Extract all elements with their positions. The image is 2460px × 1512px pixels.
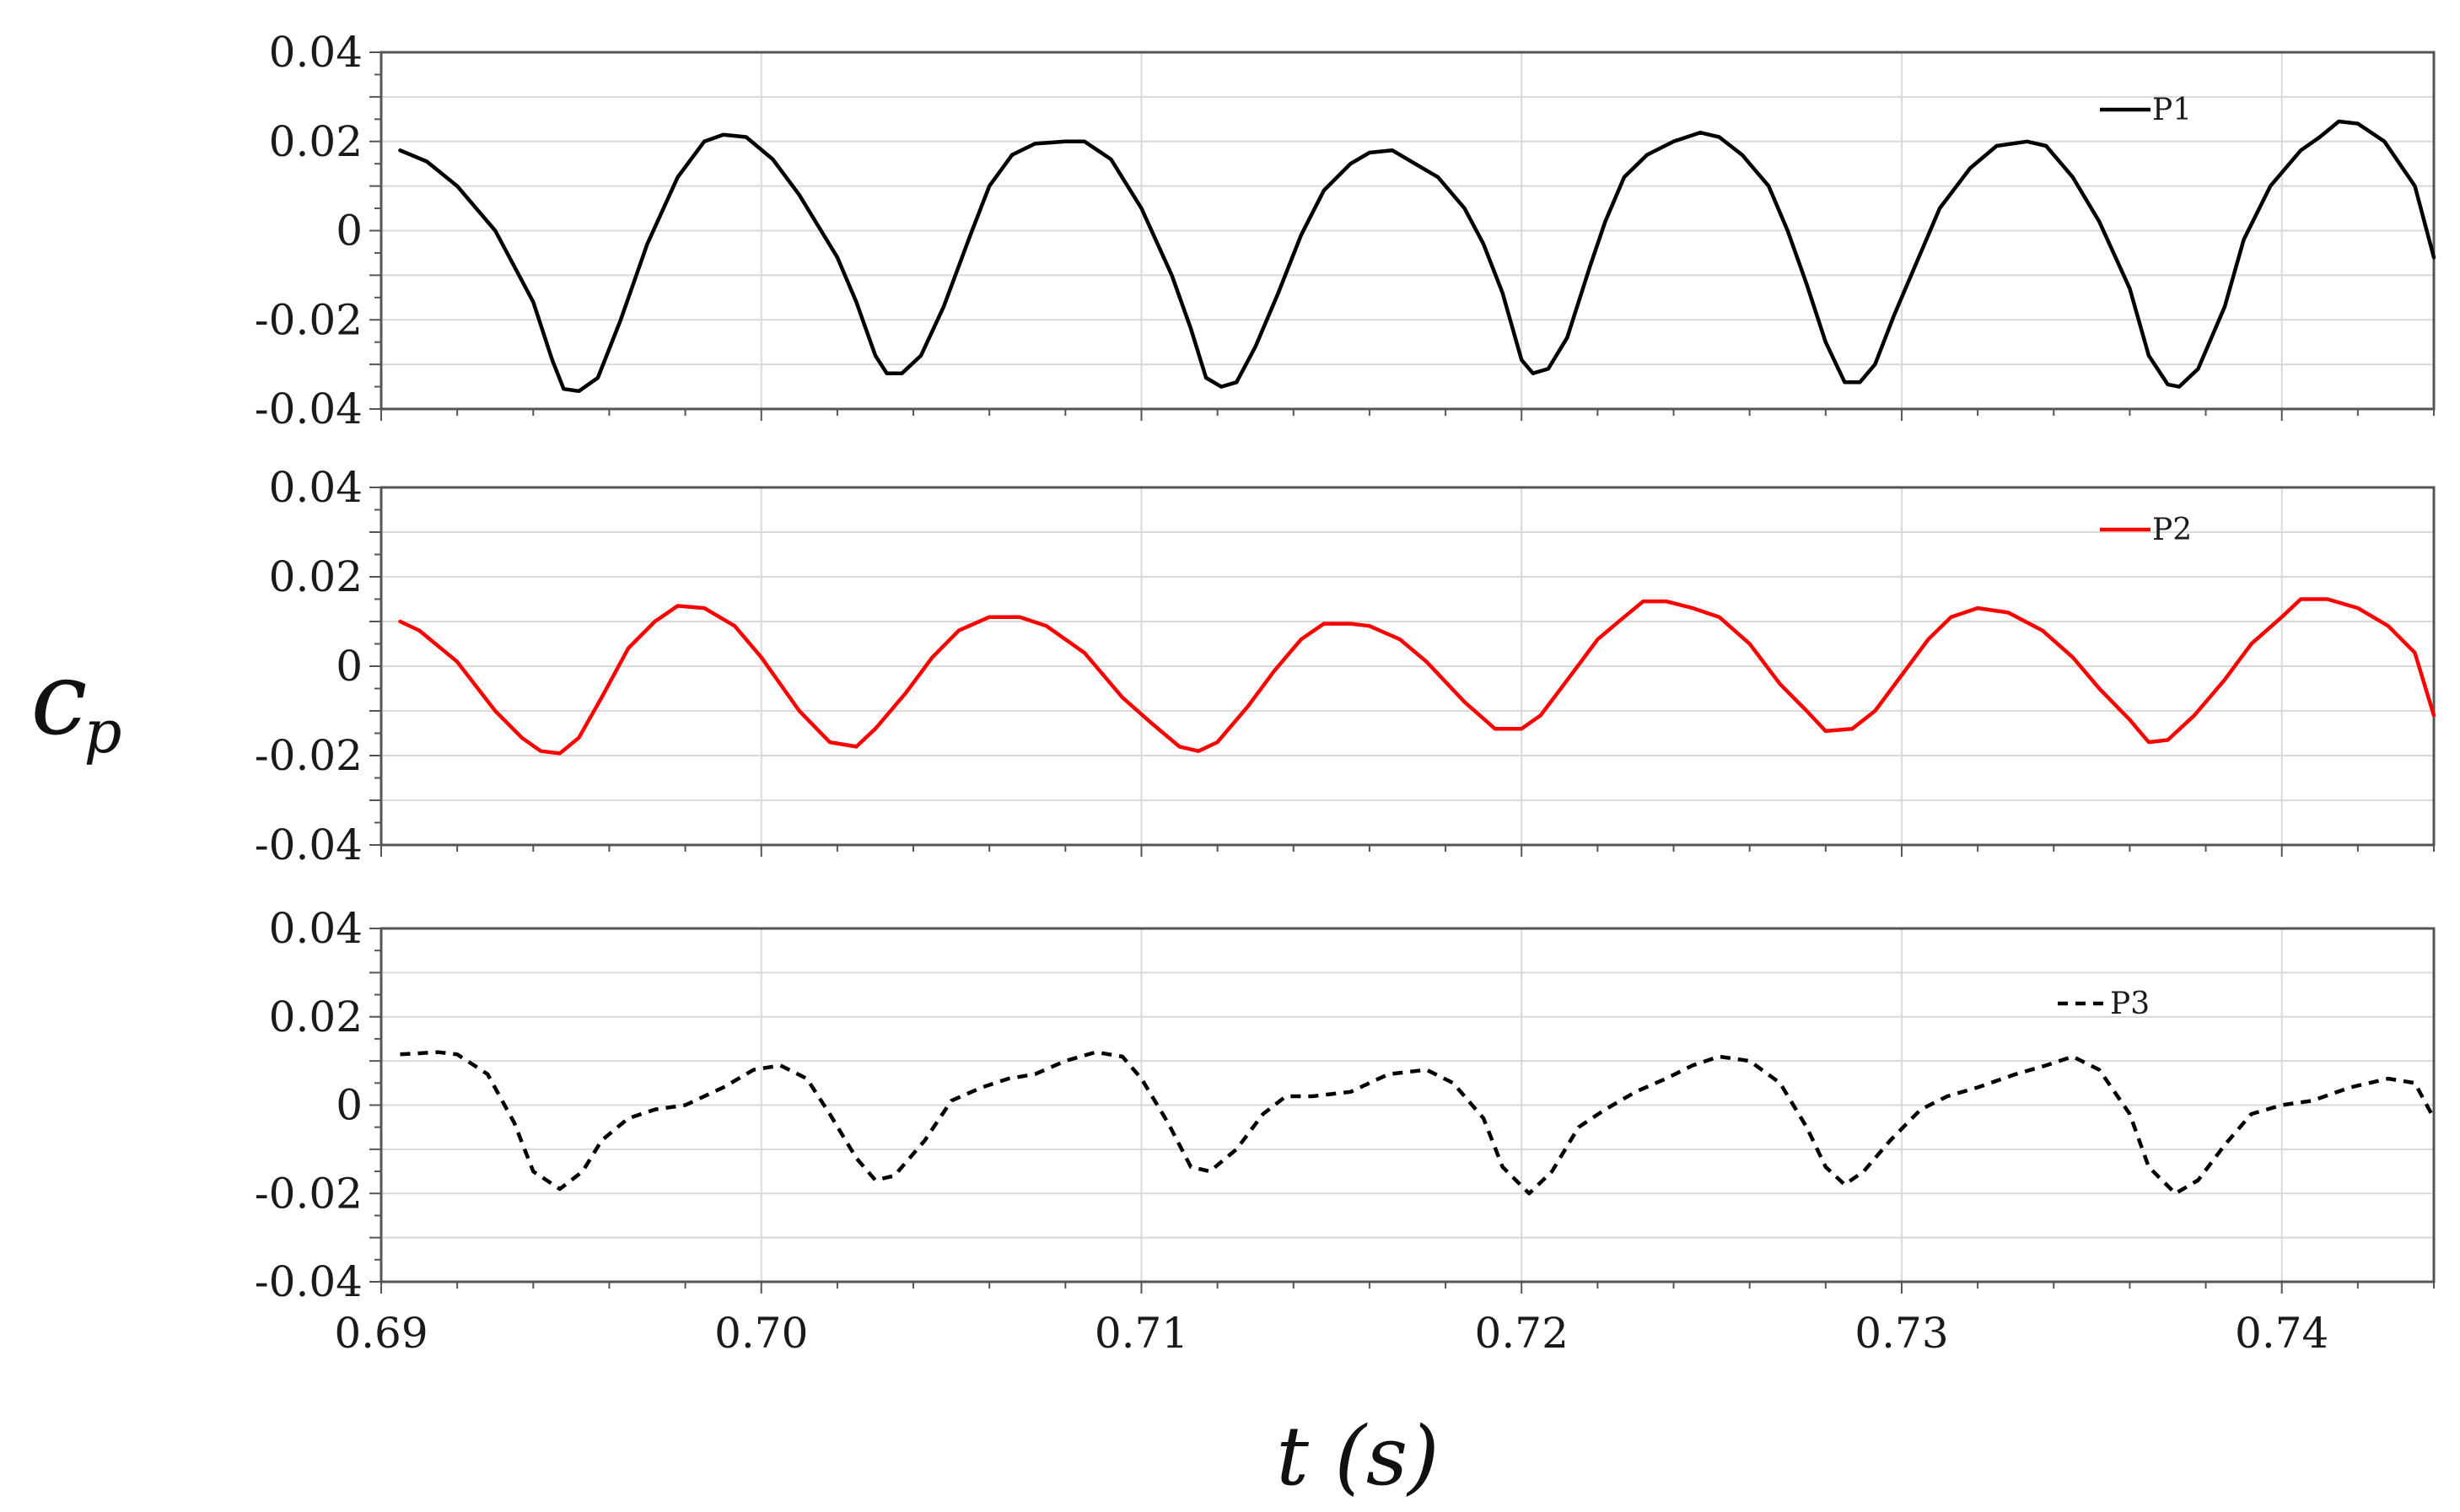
panel-3: 0.04 0.02 0 -0.02 -0.04 P3 xyxy=(255,904,2436,1306)
y-axis-title: c p xyxy=(30,641,121,767)
legend-label: P2 xyxy=(2152,513,2192,547)
panel-3-x-ticks xyxy=(369,928,2435,1294)
x-tick-label: 0.72 xyxy=(1475,1309,1569,1358)
y-tick-label: 0.04 xyxy=(269,28,363,77)
panel-3-frame xyxy=(379,927,2436,1283)
legend-P3: P3 xyxy=(2058,987,2150,1021)
y-axis-title-subscript: p xyxy=(84,697,122,767)
panel-1-x-ticks xyxy=(369,51,2435,421)
panel-3-v-grid xyxy=(760,928,2283,1282)
y-tick-label: 0.02 xyxy=(269,552,363,601)
legend-P2: P2 xyxy=(2100,513,2192,547)
legend-P1: P1 xyxy=(2100,93,2192,127)
panel-1-v-grid xyxy=(760,52,2283,409)
x-tick-label: 0.71 xyxy=(1095,1309,1188,1358)
panel-1-y-tick-labels: 0.04 0.02 0 -0.02 -0.04 xyxy=(255,28,363,433)
y-tick-label: 0.04 xyxy=(269,463,363,512)
x-axis-title: t (s) xyxy=(1276,1409,1439,1504)
panel-2-v-grid xyxy=(760,487,2283,845)
y-tick-label: 0.02 xyxy=(269,117,363,166)
y-tick-label: -0.04 xyxy=(255,385,363,433)
series-line-P2 xyxy=(398,597,2436,756)
x-tick-label: 0.69 xyxy=(334,1309,428,1358)
y-tick-label: -0.02 xyxy=(255,1169,363,1218)
x-tick-label: 0.74 xyxy=(2235,1309,2328,1358)
panel-2-frame xyxy=(379,486,2436,847)
y-tick-label: 0.04 xyxy=(269,904,363,953)
panel-1: 0.04 0.02 0 -0.02 -0.04 P1 xyxy=(255,28,2436,433)
x-tick-labels: 0.69 0.70 0.71 0.72 0.73 0.74 xyxy=(334,1309,2328,1358)
y-tick-label: -0.02 xyxy=(255,731,363,780)
x-tick-label: 0.70 xyxy=(714,1309,808,1358)
legend-label: P3 xyxy=(2110,987,2150,1021)
y-tick-label: 0 xyxy=(336,642,363,691)
y-tick-label: 0 xyxy=(336,207,363,256)
series-line-P1 xyxy=(398,119,2436,394)
y-tick-label: -0.04 xyxy=(255,821,363,869)
panel-3-h-grid xyxy=(381,971,2434,1239)
panel-2-h-grid xyxy=(381,531,2434,801)
y-tick-label: -0.02 xyxy=(255,295,363,344)
y-tick-label: 0 xyxy=(336,1081,363,1130)
y-axis-title-main: c xyxy=(30,641,87,758)
panel-1-h-grid xyxy=(381,95,2434,366)
panel-2-x-ticks xyxy=(369,487,2435,857)
y-tick-label: 0.02 xyxy=(269,993,363,1041)
legend-label: P1 xyxy=(2152,93,2192,127)
panel-2: 0.04 0.02 0 -0.02 -0.04 P2 xyxy=(255,463,2436,869)
panel-2-y-tick-labels: 0.04 0.02 0 -0.02 -0.04 xyxy=(255,463,363,869)
panels: 0.04 0.02 0 -0.02 -0.04 P1 0.04 0.02 0 -0.02 -0.04… xyxy=(255,28,2436,1306)
series-line-P3 xyxy=(400,1050,2436,1196)
panel-3-y-tick-labels: 0.04 0.02 0 -0.02 -0.04 xyxy=(255,904,363,1306)
panel-1-frame xyxy=(379,51,2436,411)
x-tick-label: 0.73 xyxy=(1854,1309,1948,1358)
y-tick-label: -0.04 xyxy=(255,1257,363,1306)
